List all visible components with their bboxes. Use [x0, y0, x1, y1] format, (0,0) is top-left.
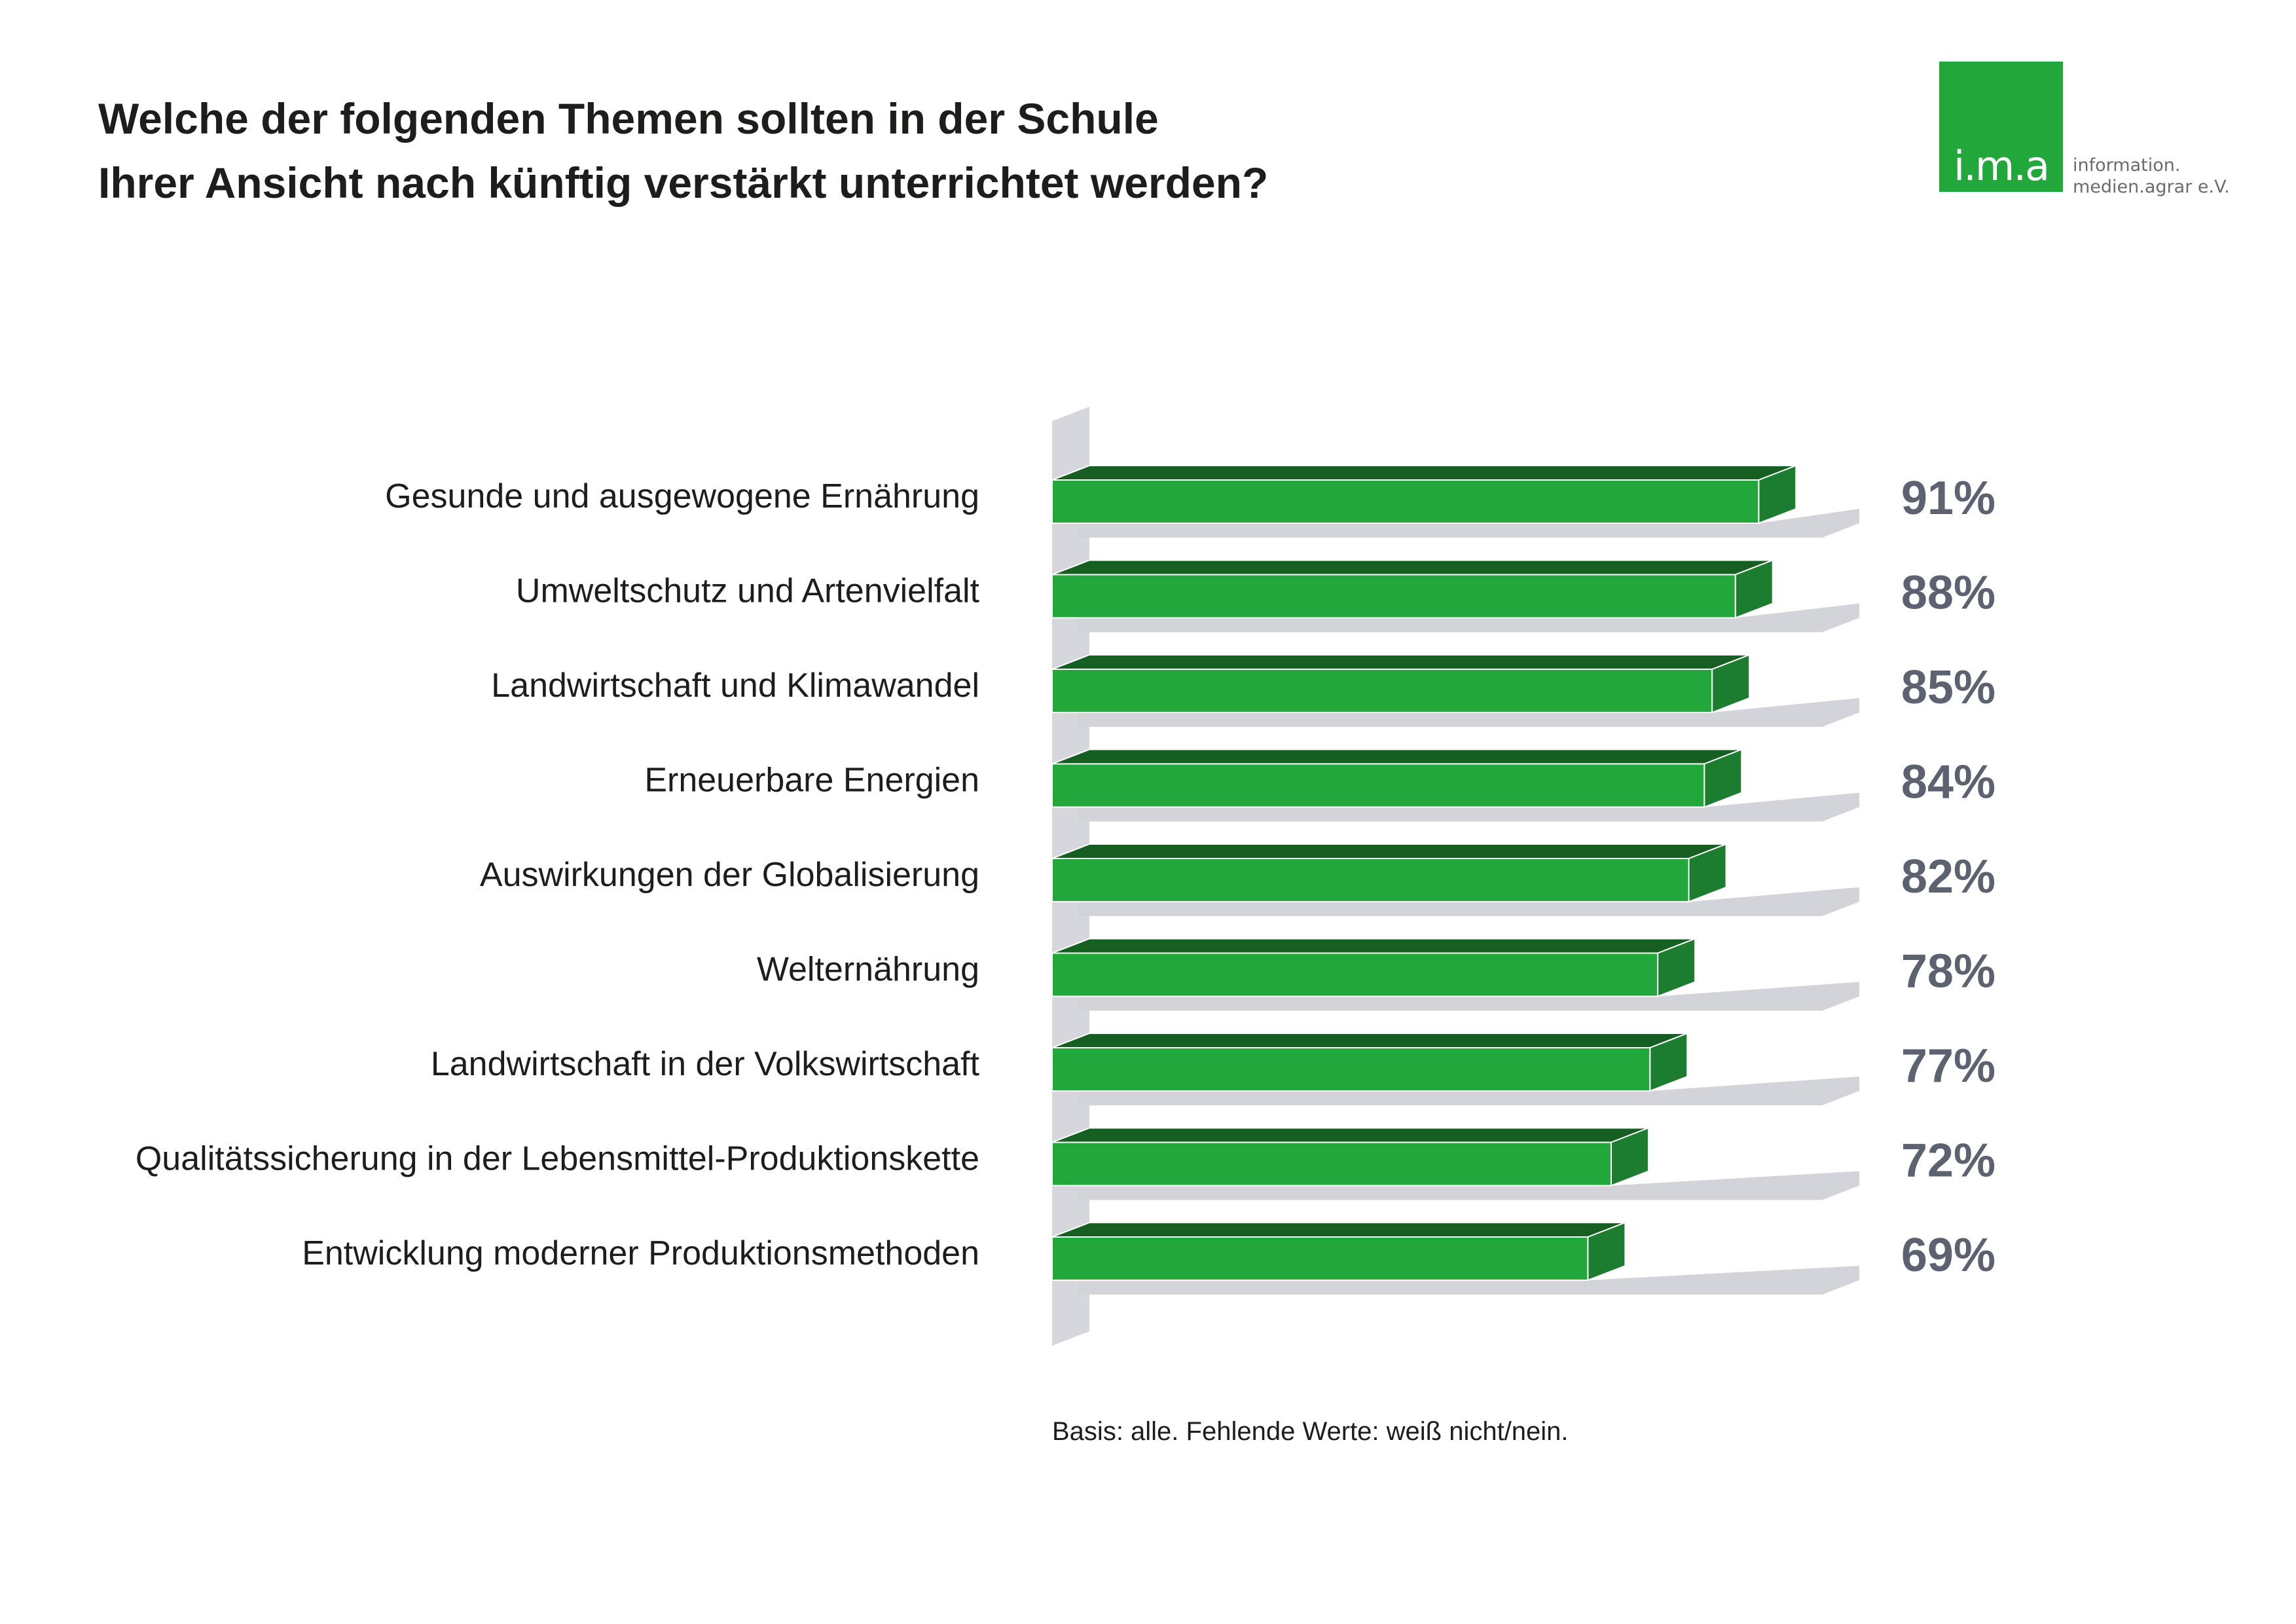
bar-top-face [1051, 559, 1774, 576]
chart-title-line-2: Ihrer Ansicht nach künftig verstärkt unt… [98, 158, 1269, 207]
bar-shadow [1078, 996, 1859, 1011]
bar-shadow [1078, 618, 1859, 633]
bar-top-face [1051, 843, 1726, 859]
bar [1051, 763, 1705, 808]
bar [1051, 858, 1690, 902]
bar [1051, 479, 1760, 524]
category-label: Erneuerbare Energien [644, 762, 979, 800]
bar-shadow-tail [1735, 603, 1859, 619]
value-label: 91% [1901, 472, 1995, 525]
chart-title-line-1: Welche der folgenden Themen sollten in d… [98, 94, 1159, 143]
bar [1051, 1141, 1612, 1187]
logo-mark: i.m.a [1953, 142, 2050, 190]
bar-shadow-tail [1688, 887, 1859, 903]
category-label: Entwicklung moderner Produktionsmethoden [302, 1234, 979, 1272]
bar-shadow-tail [1758, 509, 1859, 525]
bar-top-face [1051, 1033, 1688, 1048]
bar-shadow-tail [1650, 1077, 1859, 1092]
bar-shadow [1078, 523, 1859, 538]
bar [1051, 1047, 1651, 1092]
bar-shadow [1078, 902, 1859, 916]
bar [1051, 952, 1659, 997]
bar-shadow [1078, 712, 1859, 727]
bar-shadow [1078, 807, 1859, 822]
bar-shadow-tail [1658, 982, 1859, 998]
category-label: Landwirtschaft in der Volkswirtschaft [431, 1045, 980, 1083]
value-label: 88% [1901, 567, 1995, 619]
bar-shadow [1078, 1091, 1859, 1105]
value-label: 84% [1901, 756, 1995, 809]
bar-shadow [1078, 1185, 1859, 1200]
bar-shadow [1078, 1280, 1859, 1295]
value-label: 85% [1901, 661, 1995, 714]
footnote: Basis: alle. Fehlende Werte: weiß nicht/… [1052, 1417, 1569, 1446]
logo-tagline-line-2: medien.agrar e.V. [2073, 177, 2230, 197]
category-label: Qualitätssicherung in der Lebensmittel-P… [136, 1140, 979, 1178]
bar-shadow-tail [1712, 698, 1859, 714]
value-label: 72% [1901, 1135, 1995, 1187]
category-label: Landwirtschaft und Klimawandel [491, 667, 979, 705]
logo-tagline: information. medien.agrar e.V. [2073, 155, 2230, 198]
value-label: 78% [1901, 946, 1995, 998]
category-label: Gesunde und ausgewogene Ernährung [385, 477, 979, 515]
bar-top-face [1051, 1222, 1626, 1238]
bar-top-face [1051, 938, 1696, 954]
ima-logo: i.m.a [1939, 62, 2063, 192]
bar-shadow-tail [1611, 1171, 1859, 1187]
bar-shadow-tail [1588, 1266, 1859, 1282]
chart-title: Welche der folgenden Themen sollten in d… [98, 86, 1268, 215]
logo-tagline-line-1: information. [2073, 155, 2181, 175]
bar-top-face [1051, 654, 1750, 670]
value-label: 77% [1901, 1040, 1995, 1092]
bar-shadow-tail [1704, 792, 1859, 809]
bar [1051, 1236, 1589, 1281]
bar [1051, 669, 1713, 713]
value-label: 82% [1901, 851, 1995, 903]
bar-top-face [1051, 1127, 1649, 1143]
bar-top-face [1051, 748, 1742, 765]
category-label: Umweltschutz und Artenvielfalt [516, 572, 980, 610]
value-label: 69% [1901, 1229, 1995, 1282]
category-label: Welternährung [757, 951, 979, 989]
bar [1051, 574, 1736, 619]
category-label: Auswirkungen der Globalisierung [480, 856, 979, 894]
bar-top-face [1051, 465, 1796, 481]
